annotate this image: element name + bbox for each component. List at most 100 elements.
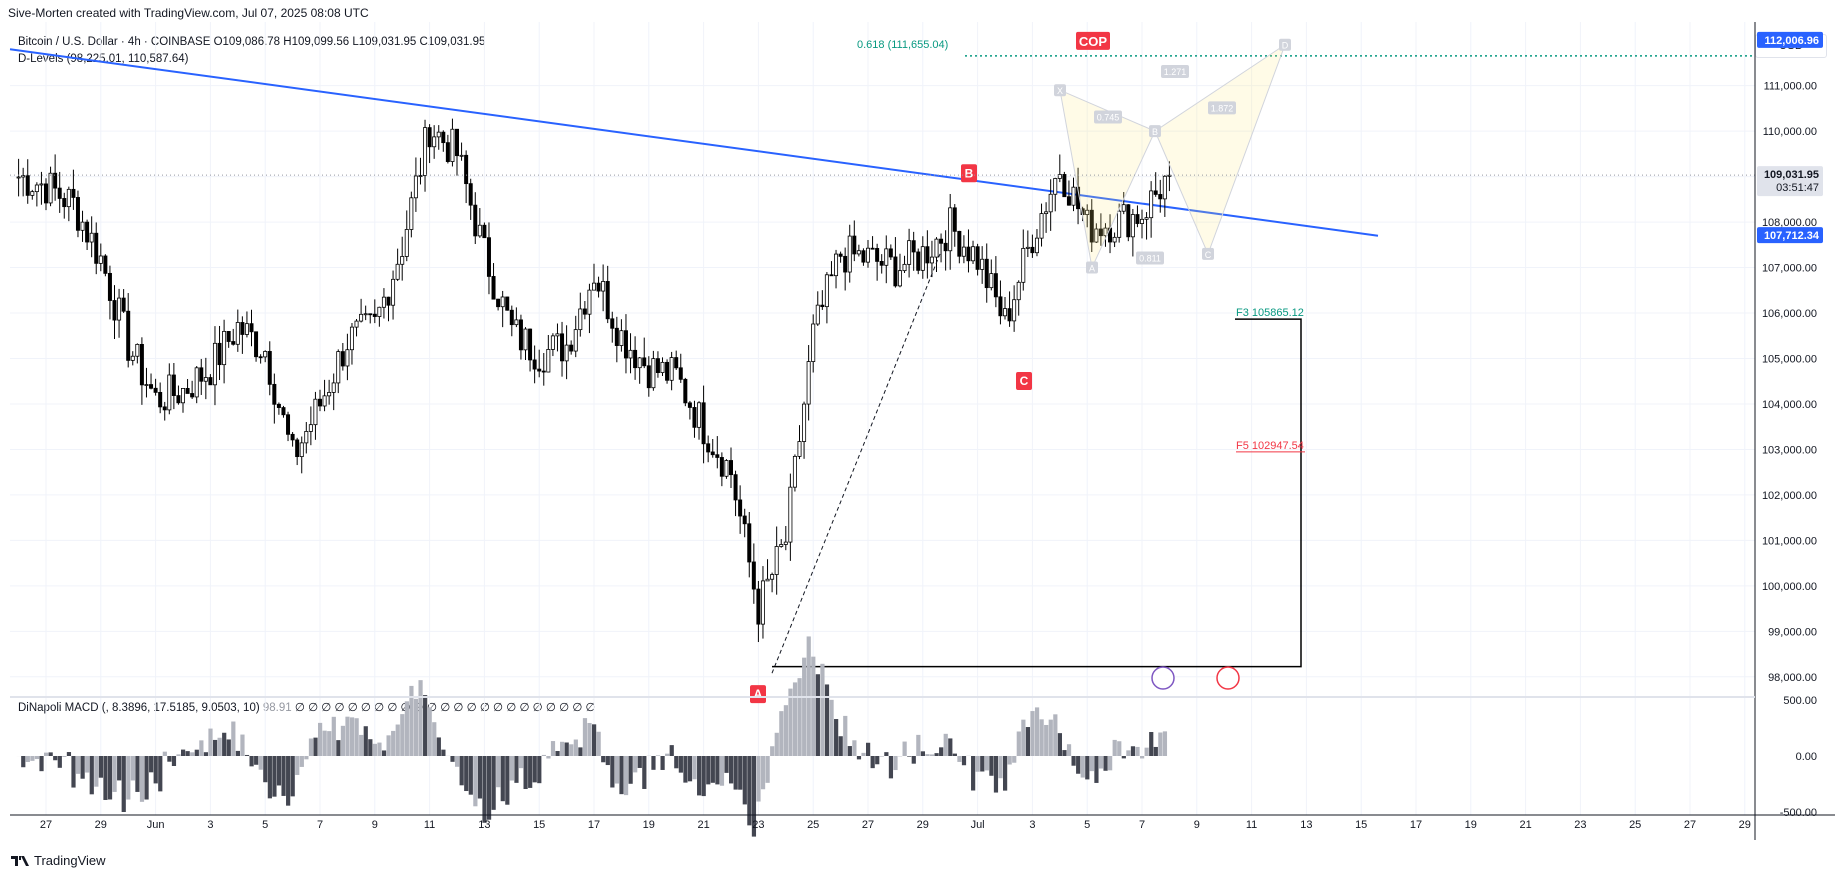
candle-body <box>263 351 268 358</box>
candle <box>404 210 409 262</box>
tradingview-logo[interactable]: TradingView <box>10 853 106 868</box>
candle-body <box>971 246 976 262</box>
macd-bar <box>486 756 492 820</box>
macd-bar <box>523 756 528 790</box>
candle <box>112 285 117 339</box>
ab-leg-line <box>771 253 941 674</box>
candle-body <box>774 546 779 575</box>
symbol-name[interactable]: Bitcoin / U.S. Dollar · 4h · COINBASE <box>18 36 211 48</box>
macd-bar <box>112 756 117 792</box>
macd-bar <box>359 734 364 756</box>
event-icon[interactable] <box>1151 666 1175 690</box>
macd-bar <box>80 756 85 779</box>
candle <box>573 315 578 358</box>
macd-bar <box>637 756 642 768</box>
time-tick-label: 3 <box>1029 819 1035 831</box>
candle-body <box>861 250 866 263</box>
macd-histogram <box>16 636 1168 837</box>
candle-body <box>16 176 21 179</box>
candle <box>126 293 131 368</box>
macd-bar <box>21 756 26 768</box>
candle-body <box>281 407 286 416</box>
candle <box>514 307 519 328</box>
candle-body <box>322 395 327 407</box>
candle-body <box>377 306 382 317</box>
candle <box>212 326 217 406</box>
candle <box>222 319 227 384</box>
candle <box>687 400 692 420</box>
macd-bar <box>893 756 898 771</box>
candle-body <box>1003 308 1008 317</box>
candle <box>952 204 957 247</box>
macd-bar <box>139 756 145 802</box>
macd-bar <box>258 756 263 770</box>
macd-bar <box>167 756 172 762</box>
macd-bar <box>94 756 99 787</box>
candle <box>418 157 423 185</box>
macd-bar <box>135 756 140 792</box>
candle <box>153 378 158 396</box>
candle <box>1117 203 1122 243</box>
candle <box>582 301 587 320</box>
macd-bar <box>811 656 816 756</box>
candle <box>413 157 418 212</box>
candle-body <box>1012 299 1017 322</box>
macd-bar <box>39 756 44 772</box>
macd-bar <box>121 756 126 813</box>
macd-bar <box>751 756 757 837</box>
us-flag-event-icon[interactable] <box>1216 666 1240 690</box>
macd-bar <box>208 728 213 756</box>
candle-body <box>665 361 670 381</box>
macd-bar <box>44 752 49 756</box>
candle-body <box>678 367 683 380</box>
macd-bar <box>1016 731 1021 756</box>
candle-body <box>747 523 752 563</box>
candle <box>217 325 222 381</box>
macd-bar <box>240 734 245 756</box>
candle-body <box>537 368 542 372</box>
macd-bar <box>961 756 967 766</box>
candle <box>53 154 58 201</box>
macd-bar <box>377 742 382 756</box>
macd-bar <box>783 705 788 756</box>
macd-bar <box>578 747 583 756</box>
macd-bar <box>788 688 793 756</box>
macd-bar <box>349 717 355 756</box>
candle-body <box>509 309 514 326</box>
candle-body <box>587 289 592 315</box>
macd-bar <box>226 739 231 756</box>
macd-bar <box>596 731 601 756</box>
candle-body <box>413 175 418 199</box>
candle <box>258 354 263 364</box>
candle <box>546 334 551 373</box>
candle <box>875 243 880 281</box>
candle-body <box>843 255 848 273</box>
candle <box>423 119 428 192</box>
time-tick-label: 9 <box>1194 819 1200 831</box>
candle-body <box>185 388 190 394</box>
harmonic-bcd <box>1154 43 1286 256</box>
macd-bar <box>267 756 272 799</box>
candle-body <box>167 374 172 411</box>
macd-bar <box>1021 719 1026 756</box>
macd-bar <box>916 734 921 756</box>
macd-bar <box>217 737 222 756</box>
candle <box>336 349 341 394</box>
f5-level-label: F5 102947.54 <box>1236 440 1304 452</box>
macd-bar <box>943 733 948 756</box>
macd-bar <box>331 716 336 756</box>
wave-label: C <box>1020 374 1029 388</box>
candle <box>975 243 980 276</box>
candle <box>254 331 259 362</box>
candle-body <box>180 388 185 404</box>
candle <box>948 193 953 270</box>
candle-body <box>1021 247 1026 283</box>
macd-legend[interactable]: DiNapoli MACD (, 8.3896, 17.5185, 9.0503… <box>18 700 596 714</box>
macd-bar <box>856 756 862 760</box>
candle <box>1094 223 1099 243</box>
candle <box>852 220 857 262</box>
candle-body <box>856 250 861 255</box>
candle <box>961 235 966 264</box>
candle <box>482 222 487 239</box>
